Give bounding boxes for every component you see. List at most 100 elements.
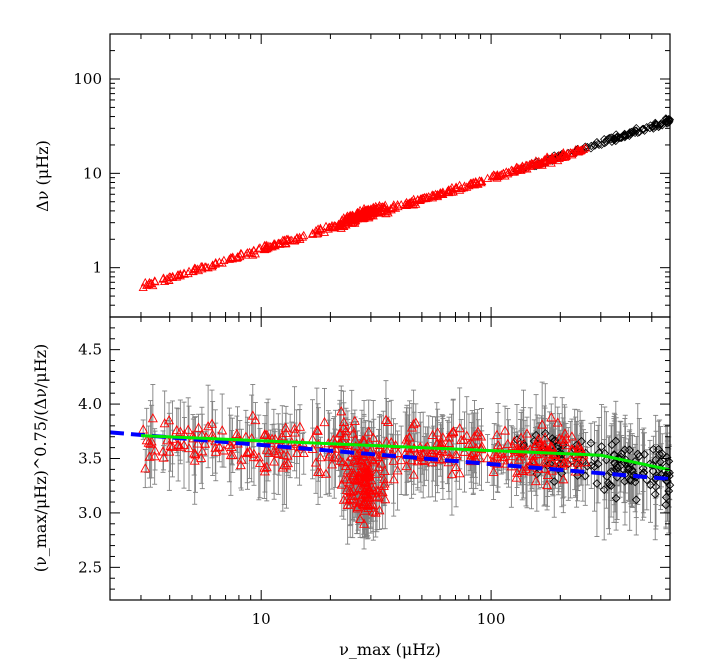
- top-giant-point: [278, 235, 288, 245]
- bottom-giant-point: [442, 446, 453, 456]
- bottom-giant-point: [348, 467, 359, 477]
- bottom-giant-point: [217, 425, 228, 435]
- bottom-dwarf-point: [620, 476, 630, 486]
- bottom-dwarf-point: [512, 435, 522, 445]
- bottom-giant-point: [444, 437, 455, 448]
- bottom-giant-point: [261, 461, 272, 471]
- top-giant-point: [565, 148, 575, 157]
- top-giant-point: [299, 230, 309, 240]
- top-giant-point: [403, 199, 413, 208]
- top-giant-point: [358, 213, 368, 223]
- bottom-giant-point: [183, 424, 194, 434]
- bottom-giant-point: [190, 449, 201, 459]
- bottom-giant-point: [360, 479, 372, 490]
- bottom-giant-point: [538, 457, 550, 467]
- top-giant-point: [424, 191, 434, 201]
- bottom-giant-point: [254, 457, 265, 467]
- top-giant-point: [343, 218, 353, 227]
- bottom-giant-point: [263, 447, 274, 457]
- top-dwarf-point: [617, 133, 626, 143]
- bottom-giant-point: [210, 446, 221, 456]
- bottom-giant-point: [250, 414, 261, 425]
- bottom-giant-point: [330, 443, 341, 453]
- top-y-tick-label: 100: [73, 70, 102, 88]
- bottom-giant-point: [360, 463, 371, 473]
- bottom-dwarf-point: [648, 444, 658, 454]
- bottom-dwarf-point: [540, 428, 550, 438]
- bottom-dwarf-point: [580, 471, 590, 481]
- top-giant-point: [159, 273, 169, 282]
- bottom-dwarf-point: [590, 462, 599, 471]
- bottom-giant-point: [280, 422, 291, 432]
- bottom-giant-point: [393, 447, 404, 458]
- bottom-giant-point: [561, 439, 572, 450]
- top-giant-point: [471, 177, 481, 186]
- bottom-giant-point: [259, 429, 271, 439]
- bottom-giant-point: [527, 455, 538, 466]
- top-dwarf-point: [625, 129, 634, 139]
- top-giant-point: [350, 218, 360, 227]
- bottom-giant-point: [426, 447, 437, 457]
- top-giant-point: [232, 253, 242, 262]
- bottom-dwarf-point: [586, 438, 596, 448]
- bottom-giant-point: [196, 452, 207, 462]
- bottom-giant-point: [370, 507, 381, 517]
- bottom-giant-point: [206, 418, 218, 428]
- bottom-giant-point: [363, 499, 374, 509]
- bottom-giant-point: [164, 414, 175, 425]
- top-dwarf-point: [602, 137, 611, 147]
- top-giant-point: [422, 193, 432, 202]
- bottom-giant-point: [559, 428, 570, 438]
- top-dwarf-point: [616, 133, 626, 142]
- bottom-giant-point: [446, 428, 457, 438]
- top-giant-point: [576, 145, 586, 155]
- bottom-giant-point: [269, 456, 280, 466]
- bottom-giant-point: [348, 428, 359, 438]
- bottom-giant-point: [324, 449, 335, 459]
- bottom-giant-point: [347, 495, 358, 505]
- bottom-giant-point: [565, 454, 576, 464]
- bottom-giant-point: [501, 458, 512, 468]
- top-giant-point: [175, 269, 185, 278]
- bottom-giant-point: [467, 438, 478, 448]
- bottom-giant-point: [557, 434, 568, 444]
- top-giant-point: [456, 183, 466, 193]
- bottom-giant-point: [401, 434, 412, 444]
- top-giant-point: [245, 247, 255, 256]
- top-y-tick-label: 1: [92, 259, 102, 277]
- bottom-giant-point: [355, 513, 366, 523]
- top-dwarf-point: [662, 115, 671, 124]
- top-giant-point: [493, 171, 503, 180]
- bottom-giant-point: [150, 445, 161, 455]
- bottom-dwarf-point: [592, 479, 602, 488]
- top-giant-point: [196, 261, 206, 271]
- top-giant-point: [193, 264, 203, 273]
- bottom-giant-point: [346, 451, 357, 461]
- top-giant-point: [224, 254, 234, 263]
- bottom-giant-point: [422, 441, 433, 451]
- bottom-giant-point: [368, 432, 379, 442]
- bottom-giant-point: [323, 451, 334, 461]
- bottom-giant-point: [356, 460, 367, 470]
- bottom-dwarf-point: [648, 460, 658, 470]
- top-giant-point: [350, 216, 360, 225]
- bottom-giant-point: [253, 451, 264, 462]
- bottom-giant-point: [580, 456, 591, 467]
- top-giant-point: [381, 208, 391, 218]
- bottom-giant-point: [340, 425, 352, 435]
- bottom-giant-point: [461, 430, 472, 440]
- bottom-giant-point: [336, 479, 347, 489]
- bottom-giant-point: [469, 431, 480, 441]
- bottom-y-axis-label: (ν_max/μHz)^0.75/(Δν/μHz): [31, 344, 50, 572]
- bottom-giant-point: [360, 471, 371, 482]
- top-giant-point: [560, 152, 570, 161]
- bottom-giant-point: [437, 446, 448, 456]
- bottom-dwarf-point: [655, 449, 665, 459]
- bottom-dwarf-point: [627, 465, 637, 475]
- bottom-panel: 1010010002.53.03.54.04.5 (ν_max/μHz)^0.7…: [31, 316, 702, 659]
- bottom-giant-point: [443, 432, 454, 442]
- bottom-dwarf-point: [611, 436, 621, 446]
- bottom-giant-point: [147, 413, 158, 423]
- top-dwarf-point: [630, 126, 640, 135]
- bottom-y-tick-label: 3.5: [78, 450, 102, 468]
